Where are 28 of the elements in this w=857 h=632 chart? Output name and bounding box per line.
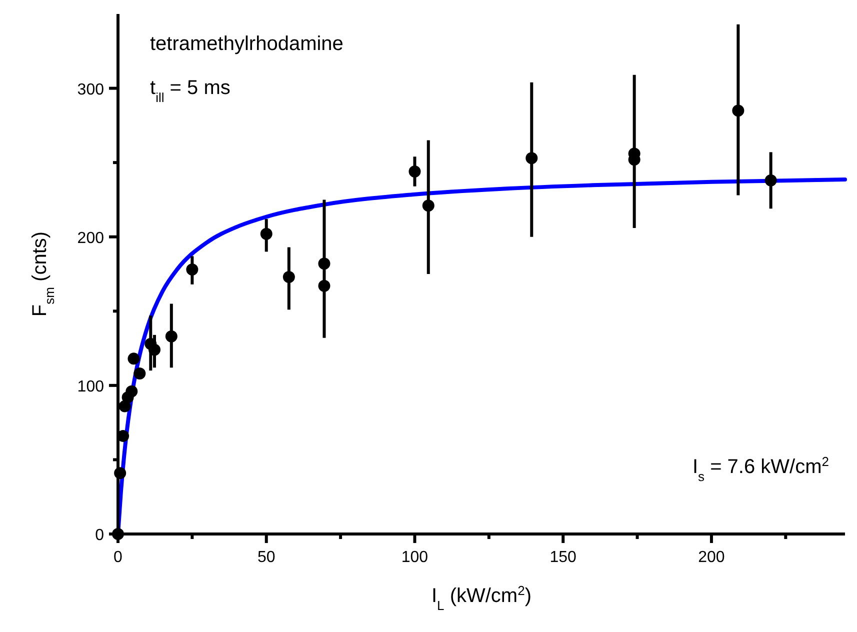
x-tick-label: 150 [550, 549, 577, 566]
point [134, 368, 146, 380]
y-tick-label: 200 [77, 230, 104, 247]
point [186, 264, 198, 276]
annotation: tetramethylrhodamine [150, 33, 344, 55]
point [282, 270, 295, 283]
point [165, 330, 178, 342]
point [260, 228, 272, 240]
y-tick-label: 0 [95, 527, 104, 544]
point [318, 280, 330, 292]
point [126, 385, 138, 398]
point [128, 352, 140, 365]
annotation: I$_{s}$ = 7.6 kW/cm$^{2}$ [692, 454, 829, 484]
y-tick-label: 100 [77, 378, 104, 396]
x-tick-label: 200 [698, 549, 725, 566]
point [764, 174, 777, 186]
x-tick-label: 50 [257, 549, 276, 566]
annotation: t$_{ill}$ = 5 ms [150, 77, 230, 104]
point [318, 258, 330, 270]
point [526, 152, 538, 164]
point [422, 200, 434, 212]
x-tick-label: 100 [401, 549, 428, 566]
y-tick-label: 300 [77, 81, 104, 98]
point [148, 344, 160, 356]
x-axis-title: I$_{L}$ (kW/cm$^{2}$) [431, 582, 532, 612]
point [408, 165, 421, 178]
x-tick-label: 0 [114, 549, 123, 566]
point [732, 104, 744, 117]
